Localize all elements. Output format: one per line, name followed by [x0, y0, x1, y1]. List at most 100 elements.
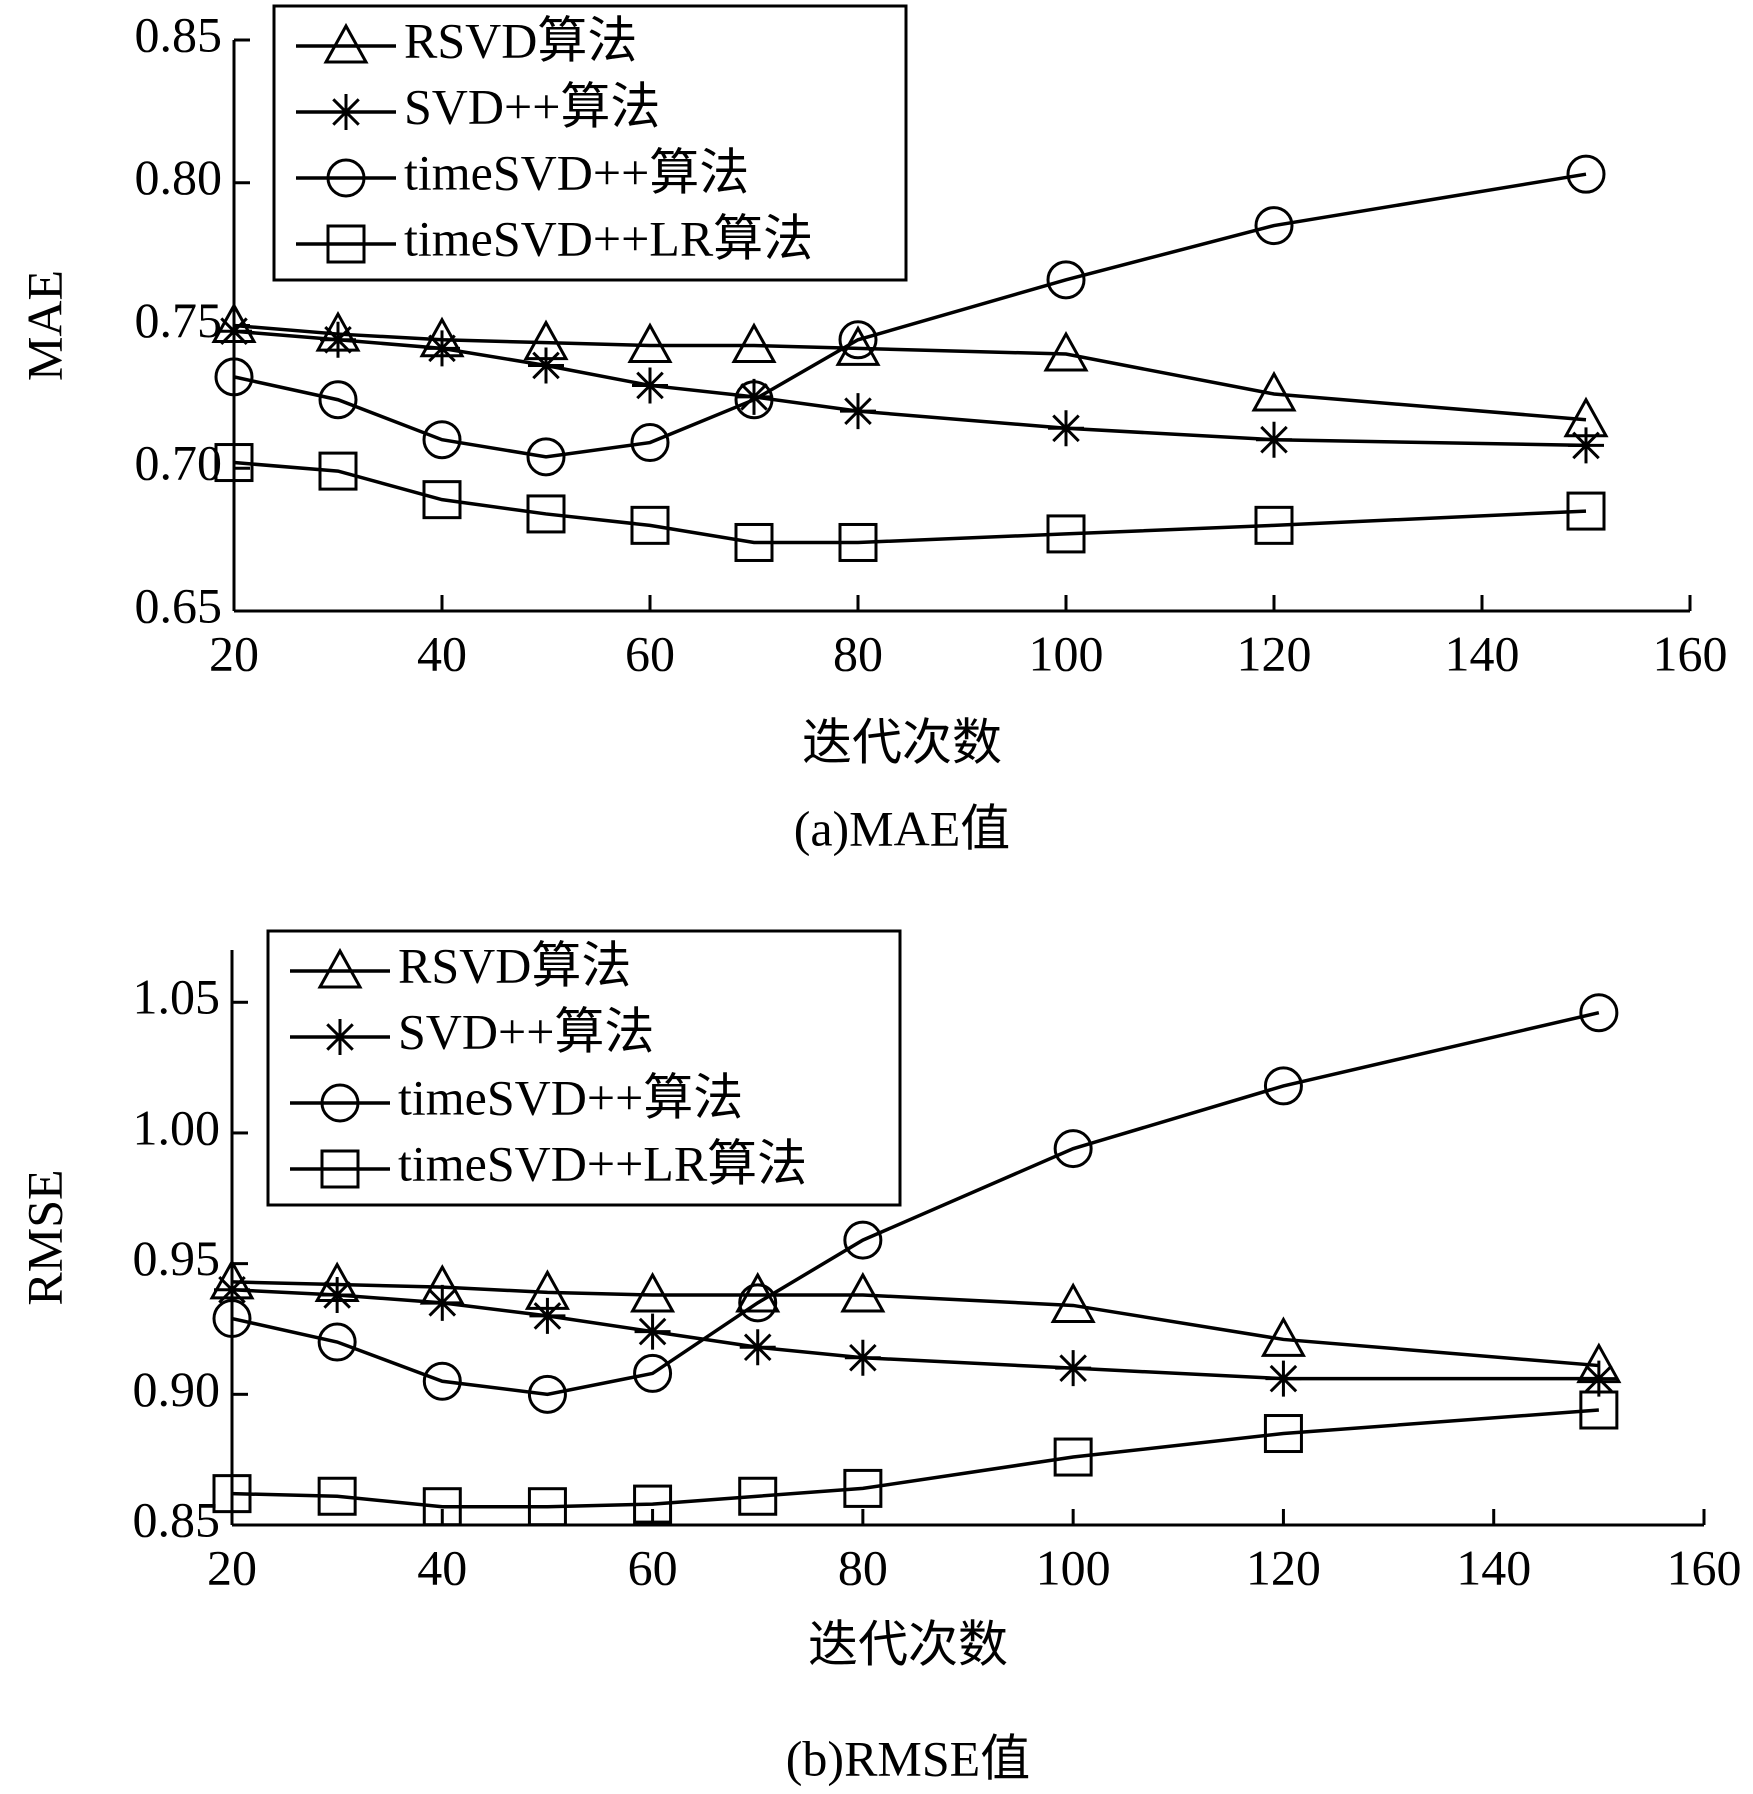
marker: [318, 380, 358, 420]
marker: [422, 1361, 462, 1401]
marker: [734, 380, 774, 420]
marker: [844, 1339, 881, 1376]
x-tick-label: 120: [1237, 625, 1312, 681]
marker: [212, 1299, 252, 1339]
marker: [422, 1487, 462, 1527]
marker: [320, 1149, 360, 1189]
marker: [1046, 514, 1086, 554]
marker: [1579, 1390, 1619, 1430]
series-line: [231, 1280, 1600, 1368]
marker: [840, 393, 876, 430]
marker: [526, 437, 566, 477]
legend-label: timeSVD++LR算法: [404, 210, 813, 266]
marker: [1046, 260, 1086, 300]
series-line: [231, 1011, 1600, 1397]
marker: [326, 224, 366, 264]
legend-label: SVD++算法: [398, 1003, 654, 1059]
marker: [738, 1283, 778, 1323]
marker: [326, 158, 366, 198]
marker: [1050, 1282, 1096, 1323]
x-tick-label: 80: [833, 625, 883, 681]
marker: [1579, 993, 1619, 1033]
marker: [212, 1474, 252, 1514]
x-tick-label: 140: [1445, 625, 1520, 681]
y-tick-label: 0.85: [133, 1491, 221, 1547]
marker: [1566, 154, 1606, 194]
x-tick-label: 100: [1029, 625, 1104, 681]
x-tick-label: 80: [838, 1539, 888, 1595]
marker: [1251, 370, 1297, 412]
x-tick-label: 20: [207, 1539, 257, 1595]
marker: [736, 378, 772, 415]
x-tick-label: 40: [417, 1539, 467, 1595]
marker: [838, 320, 878, 360]
marker: [843, 1220, 883, 1260]
legend-label: timeSVD++算法: [398, 1069, 743, 1125]
marker: [328, 94, 364, 130]
marker: [734, 522, 774, 562]
marker: [1568, 427, 1604, 464]
marker: [1263, 1066, 1303, 1106]
marker: [627, 322, 673, 363]
marker: [1263, 1414, 1303, 1454]
marker: [633, 1353, 673, 1393]
marker: [317, 947, 363, 989]
marker: [322, 1019, 358, 1055]
marker: [630, 505, 670, 545]
marker: [1254, 206, 1294, 246]
marker: [1265, 1360, 1302, 1397]
legend-label: timeSVD++算法: [404, 144, 749, 200]
marker: [1048, 410, 1084, 447]
marker: [323, 22, 369, 64]
marker: [1256, 421, 1292, 458]
y-axis-label: RMSE: [16, 1169, 72, 1305]
x-axis-label: 迭代次数: [808, 1616, 1008, 1672]
marker: [527, 1374, 567, 1414]
marker: [1566, 491, 1606, 531]
marker: [630, 423, 670, 463]
y-tick-label: 1.00: [133, 1099, 221, 1155]
marker: [1053, 1437, 1093, 1477]
legend-label: RSVD算法: [398, 937, 631, 993]
marker: [318, 451, 358, 491]
marker: [735, 1271, 781, 1313]
y-tick-label: 0.70: [135, 435, 223, 491]
marker: [633, 1484, 673, 1524]
marker: [843, 1468, 883, 1508]
marker: [634, 1313, 671, 1350]
legend-label: SVD++算法: [404, 78, 660, 134]
marker: [214, 1271, 250, 1308]
marker: [1580, 1360, 1617, 1397]
y-tick-label: 0.85: [135, 6, 223, 62]
series-line: [233, 329, 1587, 448]
marker: [1043, 330, 1089, 372]
y-tick-label: 0.75: [135, 292, 223, 348]
marker: [320, 321, 356, 358]
marker: [630, 1271, 676, 1313]
x-tick-label: 160: [1653, 625, 1728, 681]
marker: [632, 367, 668, 404]
caption: (a)MAE值: [794, 800, 1011, 856]
legend-box: [272, 4, 908, 282]
marker: [529, 1297, 566, 1334]
marker: [840, 1271, 886, 1313]
marker: [214, 357, 254, 397]
marker: [1053, 1129, 1093, 1169]
marker: [739, 1329, 776, 1366]
marker: [422, 480, 462, 520]
x-tick-label: 40: [417, 625, 467, 681]
marker: [526, 494, 566, 534]
marker: [317, 1476, 357, 1516]
marker: [1254, 505, 1294, 545]
y-tick-label: 1.05: [133, 969, 221, 1025]
legend-box: [266, 929, 902, 1207]
marker: [1055, 1350, 1092, 1387]
series-line: [233, 323, 1587, 422]
x-tick-label: 60: [628, 1539, 678, 1595]
marker: [424, 330, 460, 367]
marker: [1260, 1316, 1306, 1357]
series-line: [233, 172, 1587, 459]
legend-label: timeSVD++LR算法: [398, 1135, 807, 1191]
